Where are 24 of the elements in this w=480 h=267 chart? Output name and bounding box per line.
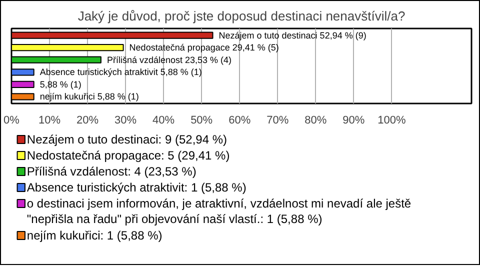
data-label: Přílišná vzdálenost 23,53 % (4): [106, 54, 232, 65]
data-label: Nezájem o tuto destinaci 52,94 % (9): [218, 30, 366, 40]
legend-label: o destinaci jsem informován, je atraktivní, vzdáelnost mi nevadí ale ještě "nepřišla na řadu" při objevování naší vlastí.: 1 (5,88 %): [26, 196, 412, 226]
data-label: Nedostatečná propagace 29,41 % (5): [129, 42, 279, 53]
legend-label: nejím kukuřici: 1 (5,88 %): [26, 228, 162, 242]
x-tick-label: 40%: [152, 114, 175, 126]
legend-label: Přílišná vzdálenost: 4 (23,53 %): [26, 164, 196, 178]
x-tick-label: 70%: [266, 114, 289, 126]
data-label: Absence turistických atraktivit 5,88 % (1): [40, 67, 202, 78]
legend-label: Nedostatečná propagace: 5 (29,41 %): [26, 148, 230, 162]
x-tick-label: 20%: [76, 114, 99, 126]
legend-label: Nezájem o tuto destinaci: 9 (52,94 %): [26, 132, 228, 146]
data-label: 5,88 % (1): [40, 79, 82, 90]
x-tick-label: 100%: [378, 114, 406, 126]
x-tick-label: 10%: [38, 114, 61, 126]
x-tick-label: 80%: [304, 114, 327, 126]
x-tick-label: 90%: [342, 114, 365, 126]
x-tick-label: 50%: [190, 114, 213, 126]
chart-title: Jaký je důvod, proč jste doposud destinaci nenavštívil/a?: [78, 8, 406, 24]
data-label: nejím kukuřici 5,88 % (1): [40, 92, 139, 102]
x-tick-label: 30%: [114, 114, 137, 126]
x-tick-label: 0%: [4, 114, 20, 126]
x-tick-label: 60%: [228, 114, 251, 126]
legend-label: Absence turistických atraktivit: 1 (5,88 %): [26, 180, 246, 194]
